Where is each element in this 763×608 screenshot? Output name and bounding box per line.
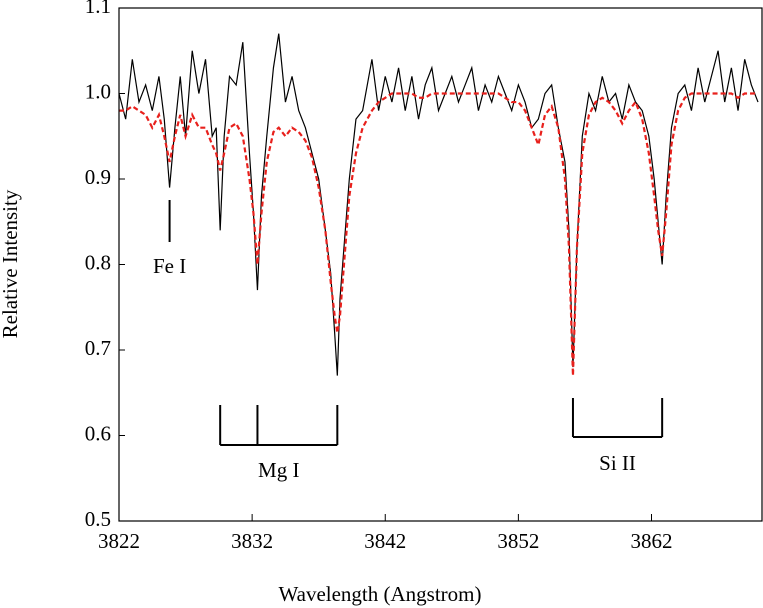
y-tick-label: 1.0 — [85, 79, 111, 103]
y-tick-label: 1.1 — [85, 0, 111, 18]
y-tick-label: 0.6 — [85, 421, 111, 445]
x-tick-label: 3822 — [98, 529, 140, 553]
x-tick-label: 3862 — [631, 529, 673, 553]
y-tick-label: 0.8 — [85, 250, 111, 274]
x-tick-label: 3852 — [497, 529, 539, 553]
y-tick-label: 0.7 — [85, 336, 111, 360]
x-axis-label: Wavelength (Angstrom) — [278, 582, 481, 606]
y-axis-label: Relative Intensity — [0, 189, 22, 338]
spectrum-line — [119, 92, 759, 376]
y-tick-label: 0.9 — [85, 165, 111, 189]
x-tick-label: 3832 — [231, 529, 273, 553]
plot-frame — [118, 7, 763, 522]
y-tick-label: 0.5 — [85, 507, 111, 531]
line-label: Mg I — [258, 458, 299, 482]
spectrum-line — [118, 33, 759, 376]
line-label: Fe I — [153, 254, 186, 278]
line-label: Si II — [599, 451, 636, 475]
x-tick-label: 3842 — [364, 529, 406, 553]
